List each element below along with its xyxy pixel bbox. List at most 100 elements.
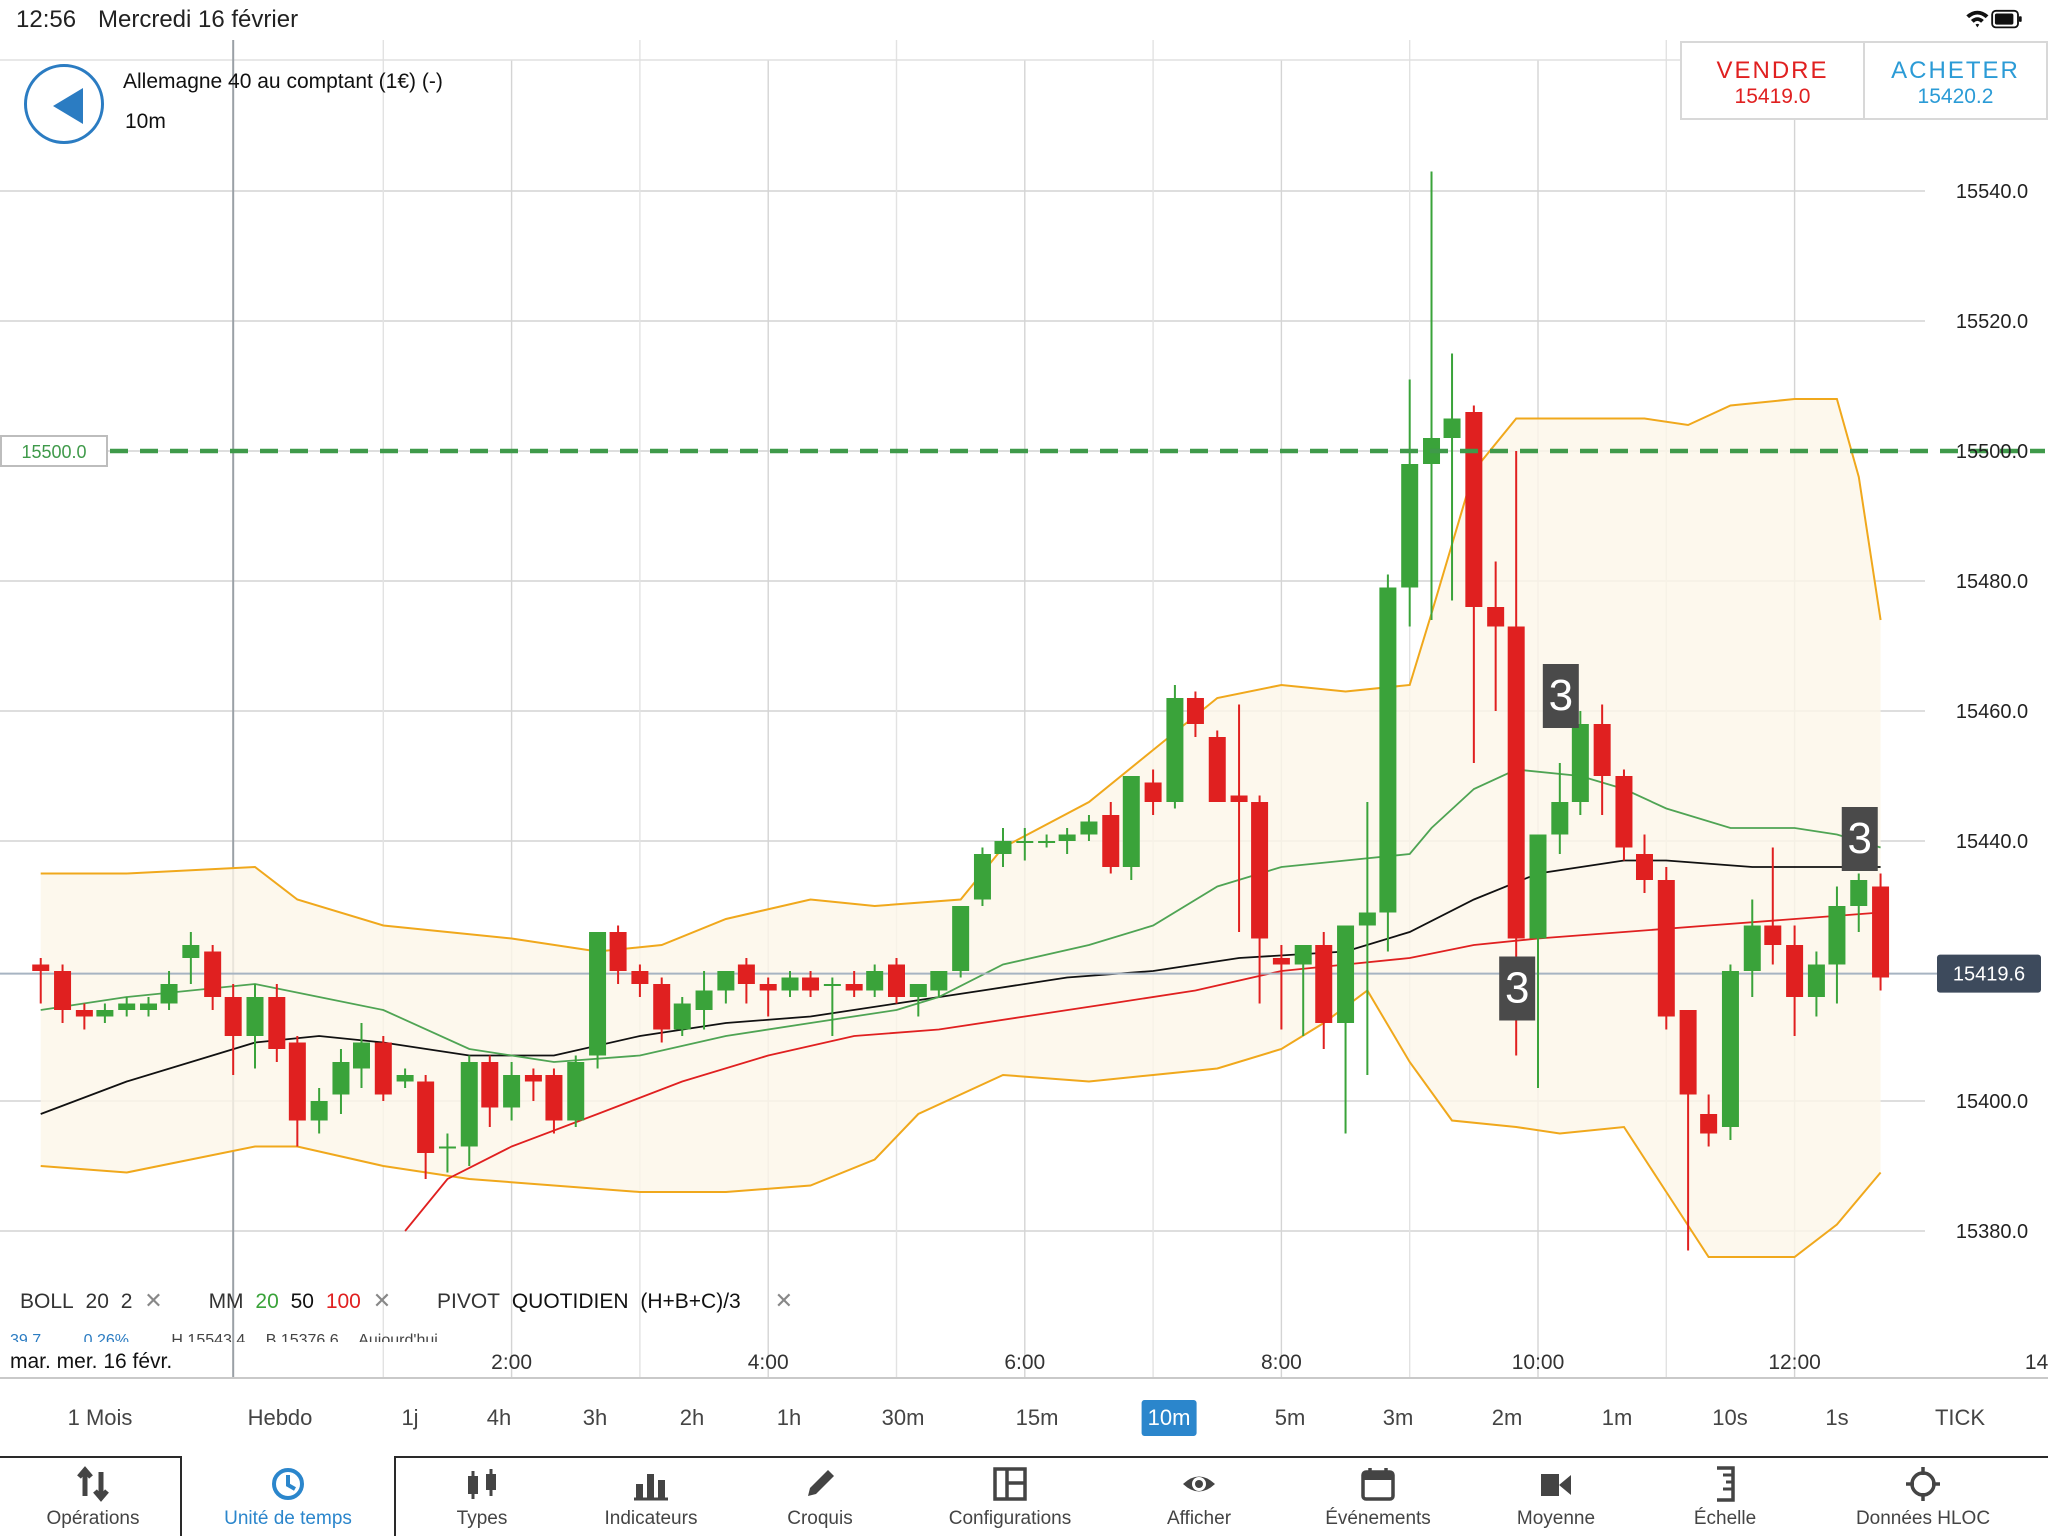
timeframe-option-1-mois[interactable]: 1 Mois [67,1405,133,1430]
candle [288,1036,306,1147]
candle [246,984,264,1069]
timeframe-option-30m[interactable]: 30m [881,1405,925,1430]
timeframe-option-tick[interactable]: TICK [1934,1405,1986,1430]
pivot-legend-label[interactable]: PIVOT [436,1290,500,1313]
toolbar-crosshair-button[interactable]: Données HLOC [1838,1466,2008,1530]
candle [866,964,884,997]
candle-body [1379,587,1397,913]
candle [823,977,841,1036]
sell-button[interactable]: VENDRE 15419.0 [1682,43,1863,118]
candle [1080,815,1098,841]
candle-body [609,932,627,971]
timeframe-option-5m[interactable]: 5m [1274,1405,1306,1430]
mm-20: 20 [255,1290,279,1313]
candle [417,1075,435,1179]
scale-icon [1717,1466,1735,1502]
candle [182,932,200,984]
candle-body [310,1101,328,1121]
candle [396,1068,414,1088]
remove-pivot-button[interactable]: ✕ [774,1288,794,1313]
price-axis-label: 15540.0 [1956,181,2028,203]
toolbar-calendar-button[interactable]: Événements [1293,1466,1463,1530]
candle [1721,964,1739,1140]
ma100-line [404,911,1881,1232]
timeframe-option-1j[interactable]: 1j [401,1405,419,1430]
candle-body [460,1062,478,1147]
date-label: mar. mer. 16 févr. [10,1350,173,1374]
candle [653,977,671,1043]
candle [204,945,222,1010]
remove-boll-button[interactable]: ✕ [144,1288,163,1313]
candle-body [417,1081,435,1153]
timeframe-option-3h[interactable]: 3h [582,1405,608,1430]
candle [1102,802,1120,874]
event-marker[interactable]: 3 [1542,664,1579,728]
current-price-tag-label: 15419.6 [1953,964,2025,986]
status-date: Mercredi 16 février [98,6,299,33]
price-axis-label: 15440.0 [1956,831,2028,853]
back-button[interactable] [24,64,104,144]
mm-legend-label[interactable]: MM [208,1290,244,1313]
camera-icon [1541,1474,1571,1496]
toolbar-pencil-button[interactable]: Croquis [735,1466,905,1530]
event-marker[interactable]: 3 [1841,807,1878,871]
candle [1144,769,1162,815]
candle [1872,873,1890,991]
timeframe-option-1h[interactable]: 1h [776,1405,802,1430]
buy-button[interactable]: ACHETER 15420.2 [1863,43,2046,118]
timeframe-option-1s[interactable]: 1s [1825,1405,1849,1430]
toolbar-eye-button[interactable]: Afficher [1114,1466,1284,1530]
candle [140,997,158,1017]
toolbar-layout-button[interactable]: Configurations [925,1466,1095,1530]
candle-body [1551,802,1569,835]
boll-period: 20 [85,1290,109,1313]
toolbar-candles-button[interactable]: Types [397,1466,567,1530]
candle-body [481,1062,499,1108]
candle-body [802,977,820,991]
candle-body [524,1075,542,1082]
event-marker[interactable]: 3 [1499,956,1536,1021]
candle-body [140,1003,158,1010]
timeframe-option-10m[interactable]: 10m [1141,1400,1197,1436]
current-price-tag-box [1937,954,2041,993]
timeframe-option-hebdo[interactable]: Hebdo [247,1405,313,1430]
timeframe-option-2m[interactable]: 2m [1491,1405,1523,1430]
sell-price: 15419.0 [1734,85,1811,108]
candle-body [352,1042,370,1069]
toolbar-clock-button[interactable]: Unité de temps [203,1466,373,1530]
candle-body [204,951,222,997]
timeframe-option-10s[interactable]: 10s [1712,1405,1748,1430]
boll-legend-label[interactable]: BOLL [20,1290,74,1313]
candle-body [589,932,607,1056]
price-chart[interactable]: 15500.0 3 3 3 15540.0 15520.0 15500.0 15480.0… [0,40,2048,1377]
candle-body [1186,698,1204,724]
toolbar-scale-button[interactable]: Échelle [1640,1466,1810,1530]
stat-period: Aujourd'hui [358,1332,438,1342]
toolbar-swap-button[interactable]: Opérations [8,1466,178,1530]
candle-body [781,977,799,991]
candle-body [1102,815,1120,867]
timeframe-option-3m[interactable]: 3m [1382,1405,1414,1430]
candle-body [866,971,884,991]
candle-body [1807,964,1825,997]
toolbar-label: Croquis [787,1508,853,1529]
candle-body [288,1042,306,1121]
timeframe-option-1m[interactable]: 1m [1601,1405,1633,1430]
toolbar-label: Moyenne [1516,1508,1596,1529]
candle-body [1679,1010,1697,1095]
event-markers: 3 3 3 [1499,664,1878,1021]
toolbar-bar-chart-button[interactable]: Indicateurs [566,1466,736,1530]
toolbar-camera-button[interactable]: Moyenne [1471,1466,1641,1530]
candle [1507,451,1525,1056]
timeframe-option-2h[interactable]: 2h [679,1405,705,1430]
candle [1294,945,1312,1036]
remove-mm-button[interactable]: ✕ [372,1288,392,1313]
timeframe-option-4h[interactable]: 4h [486,1405,512,1430]
candle-body [1657,880,1675,1017]
timeframe-option-15m[interactable]: 15m [1015,1405,1059,1430]
time-axis-label: 2:00 [491,1351,532,1374]
candle [609,925,627,984]
candle [1401,379,1419,627]
event-marker-box [1499,956,1536,1021]
candle-body [631,971,649,984]
